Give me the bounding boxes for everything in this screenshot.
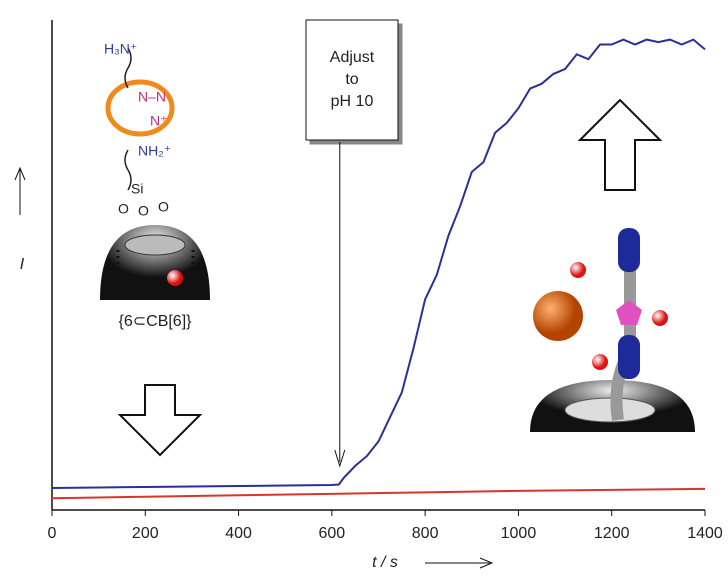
y-axis-label: I <box>20 256 25 273</box>
y-axis-arrow <box>14 166 26 215</box>
x-tick-label: 400 <box>225 525 252 542</box>
series-line <box>51 38 706 489</box>
annotation-text: Adjust <box>330 49 375 66</box>
x-tick-label: 1000 <box>501 525 537 542</box>
down-arrow <box>117 384 203 457</box>
chem-label: H₃N⁺ <box>104 41 137 57</box>
chem-label: N⁺ <box>150 113 168 129</box>
x-axis-label: t / s <box>372 554 398 571</box>
molecule-left <box>100 47 210 300</box>
annotation-box <box>305 19 399 141</box>
chem-label: O <box>138 203 149 219</box>
x-tick-label: 0 <box>48 525 57 542</box>
annotation-text: to <box>345 71 358 88</box>
chem-label: O <box>158 199 169 215</box>
series-line <box>51 487 706 500</box>
chem-label: Si <box>131 181 143 197</box>
x-tick-label: 200 <box>132 525 159 542</box>
x-tick-label: 1200 <box>594 525 630 542</box>
x-tick-label: 800 <box>412 525 439 542</box>
chem-label: O <box>118 201 129 217</box>
chem-label: N–N <box>138 89 166 105</box>
x-tick-label: 1400 <box>687 525 723 542</box>
molecule-right <box>530 228 695 432</box>
up-arrow <box>577 98 663 191</box>
annotation-arrow <box>334 142 346 468</box>
x-tick-label: 600 <box>319 525 346 542</box>
annotation-text: pH 10 <box>331 93 374 110</box>
x-axis-arrow <box>425 557 494 569</box>
complex-label: {6⊂CB[6]} <box>118 313 192 330</box>
chem-label: NH₂⁺ <box>138 143 171 159</box>
